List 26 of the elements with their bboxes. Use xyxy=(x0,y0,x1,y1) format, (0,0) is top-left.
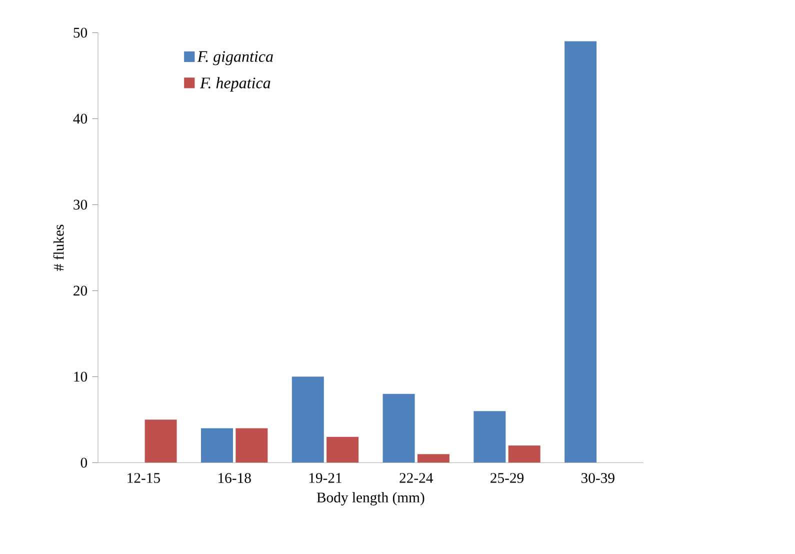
x-tick-label: 25-29 xyxy=(490,473,524,483)
x-axis-title: Body length (mm) xyxy=(316,492,424,506)
legend-label: F. gigantica xyxy=(197,51,273,66)
bar xyxy=(144,420,177,463)
x-tick-label: 22-24 xyxy=(400,473,433,483)
bar xyxy=(474,411,506,463)
x-tick-label: 16-18 xyxy=(218,473,251,483)
x-tick-label: 12-15 xyxy=(128,473,160,483)
bar xyxy=(508,445,540,463)
y-tick-label: 20 xyxy=(74,286,88,296)
y-tick-label: 0 xyxy=(80,458,88,468)
y-tick-label: 40 xyxy=(73,114,88,124)
legend-label: F. hepatica xyxy=(200,77,270,92)
bar xyxy=(201,428,234,463)
bar xyxy=(564,41,597,463)
x-tick-label: 19-21 xyxy=(309,473,342,483)
y-tick-label: 10 xyxy=(74,372,88,382)
bar xyxy=(326,436,359,463)
y-tick-label: 30 xyxy=(74,200,88,210)
bar xyxy=(382,394,415,463)
bar xyxy=(236,428,268,463)
y-tick-label: 50 xyxy=(74,28,88,38)
bar xyxy=(292,376,324,463)
bar xyxy=(417,454,450,463)
y-axis-title: # flukes xyxy=(53,224,64,271)
x-tick-label: 30-39 xyxy=(581,473,614,483)
